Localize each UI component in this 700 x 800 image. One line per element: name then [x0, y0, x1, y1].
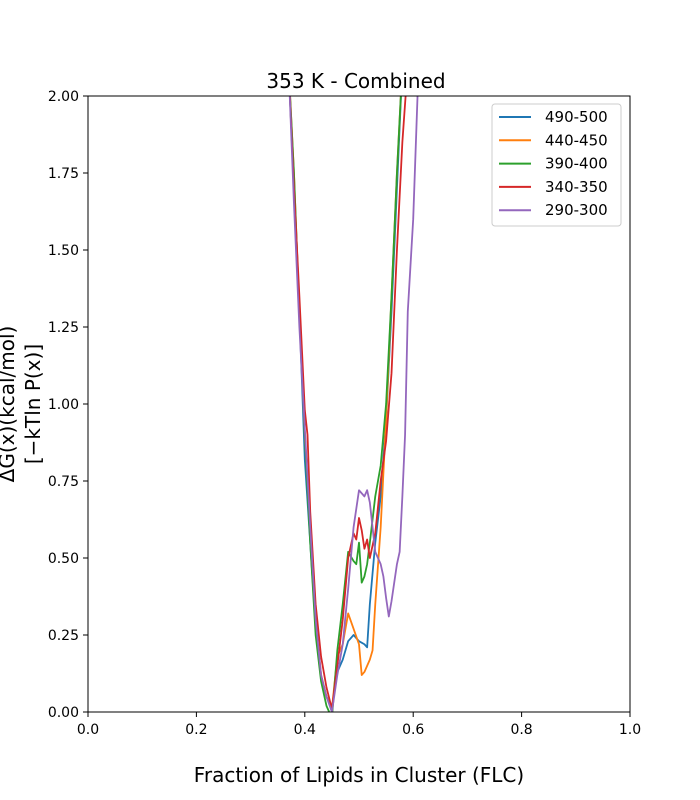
series-line-390-400	[289, 96, 402, 712]
legend-label: 290-300	[545, 201, 608, 219]
y-tick-label: 1.25	[48, 320, 79, 336]
legend-label: 440-450	[545, 131, 608, 149]
legend: 490-500 440-450 390-400 340-350 290-300	[491, 103, 622, 227]
legend-label: 390-400	[545, 155, 608, 173]
x-tick-label: 0.4	[294, 722, 316, 738]
y-axis-label-line1: ΔG(x)(kcal/mol)	[0, 326, 19, 483]
x-tick-label: 0.8	[510, 722, 532, 738]
y-tick-label: 0.00	[48, 705, 79, 721]
y-tick-label: 1.50	[48, 243, 79, 259]
y-tick-label: 1.00	[48, 397, 79, 413]
y-tick-label: 0.50	[48, 551, 79, 567]
y-tick-label: 2.00	[48, 89, 79, 105]
y-tick-label: 1.75	[48, 166, 79, 182]
x-axis: 0.0 0.2 0.4 0.6 0.8 1.0	[77, 712, 641, 738]
legend-label: 490-500	[545, 108, 608, 126]
chart-title: 353 K - Combined	[266, 69, 445, 93]
y-axis-label-line2: [−kTln P(x)]	[21, 344, 45, 464]
x-tick-label: 0.2	[185, 722, 207, 738]
y-tick-label: 0.75	[48, 474, 79, 490]
legend-label: 340-350	[545, 178, 608, 196]
y-axis-label: ΔG(x)(kcal/mol) [−kTln P(x)]	[0, 326, 45, 483]
series-line-290-300	[288, 96, 419, 712]
y-tick-label: 0.25	[48, 628, 79, 644]
x-tick-label: 0.6	[402, 722, 424, 738]
series-layer	[288, 96, 419, 712]
x-tick-label: 1.0	[619, 722, 641, 738]
x-tick-label: 0.0	[77, 722, 99, 738]
legend-box	[491, 103, 622, 227]
y-axis: 0.00 0.25 0.50 0.75 1.00 1.25 1.50 1.75 2.00	[48, 89, 88, 721]
x-axis-label: Fraction of Lipids in Cluster (FLC)	[194, 763, 524, 787]
